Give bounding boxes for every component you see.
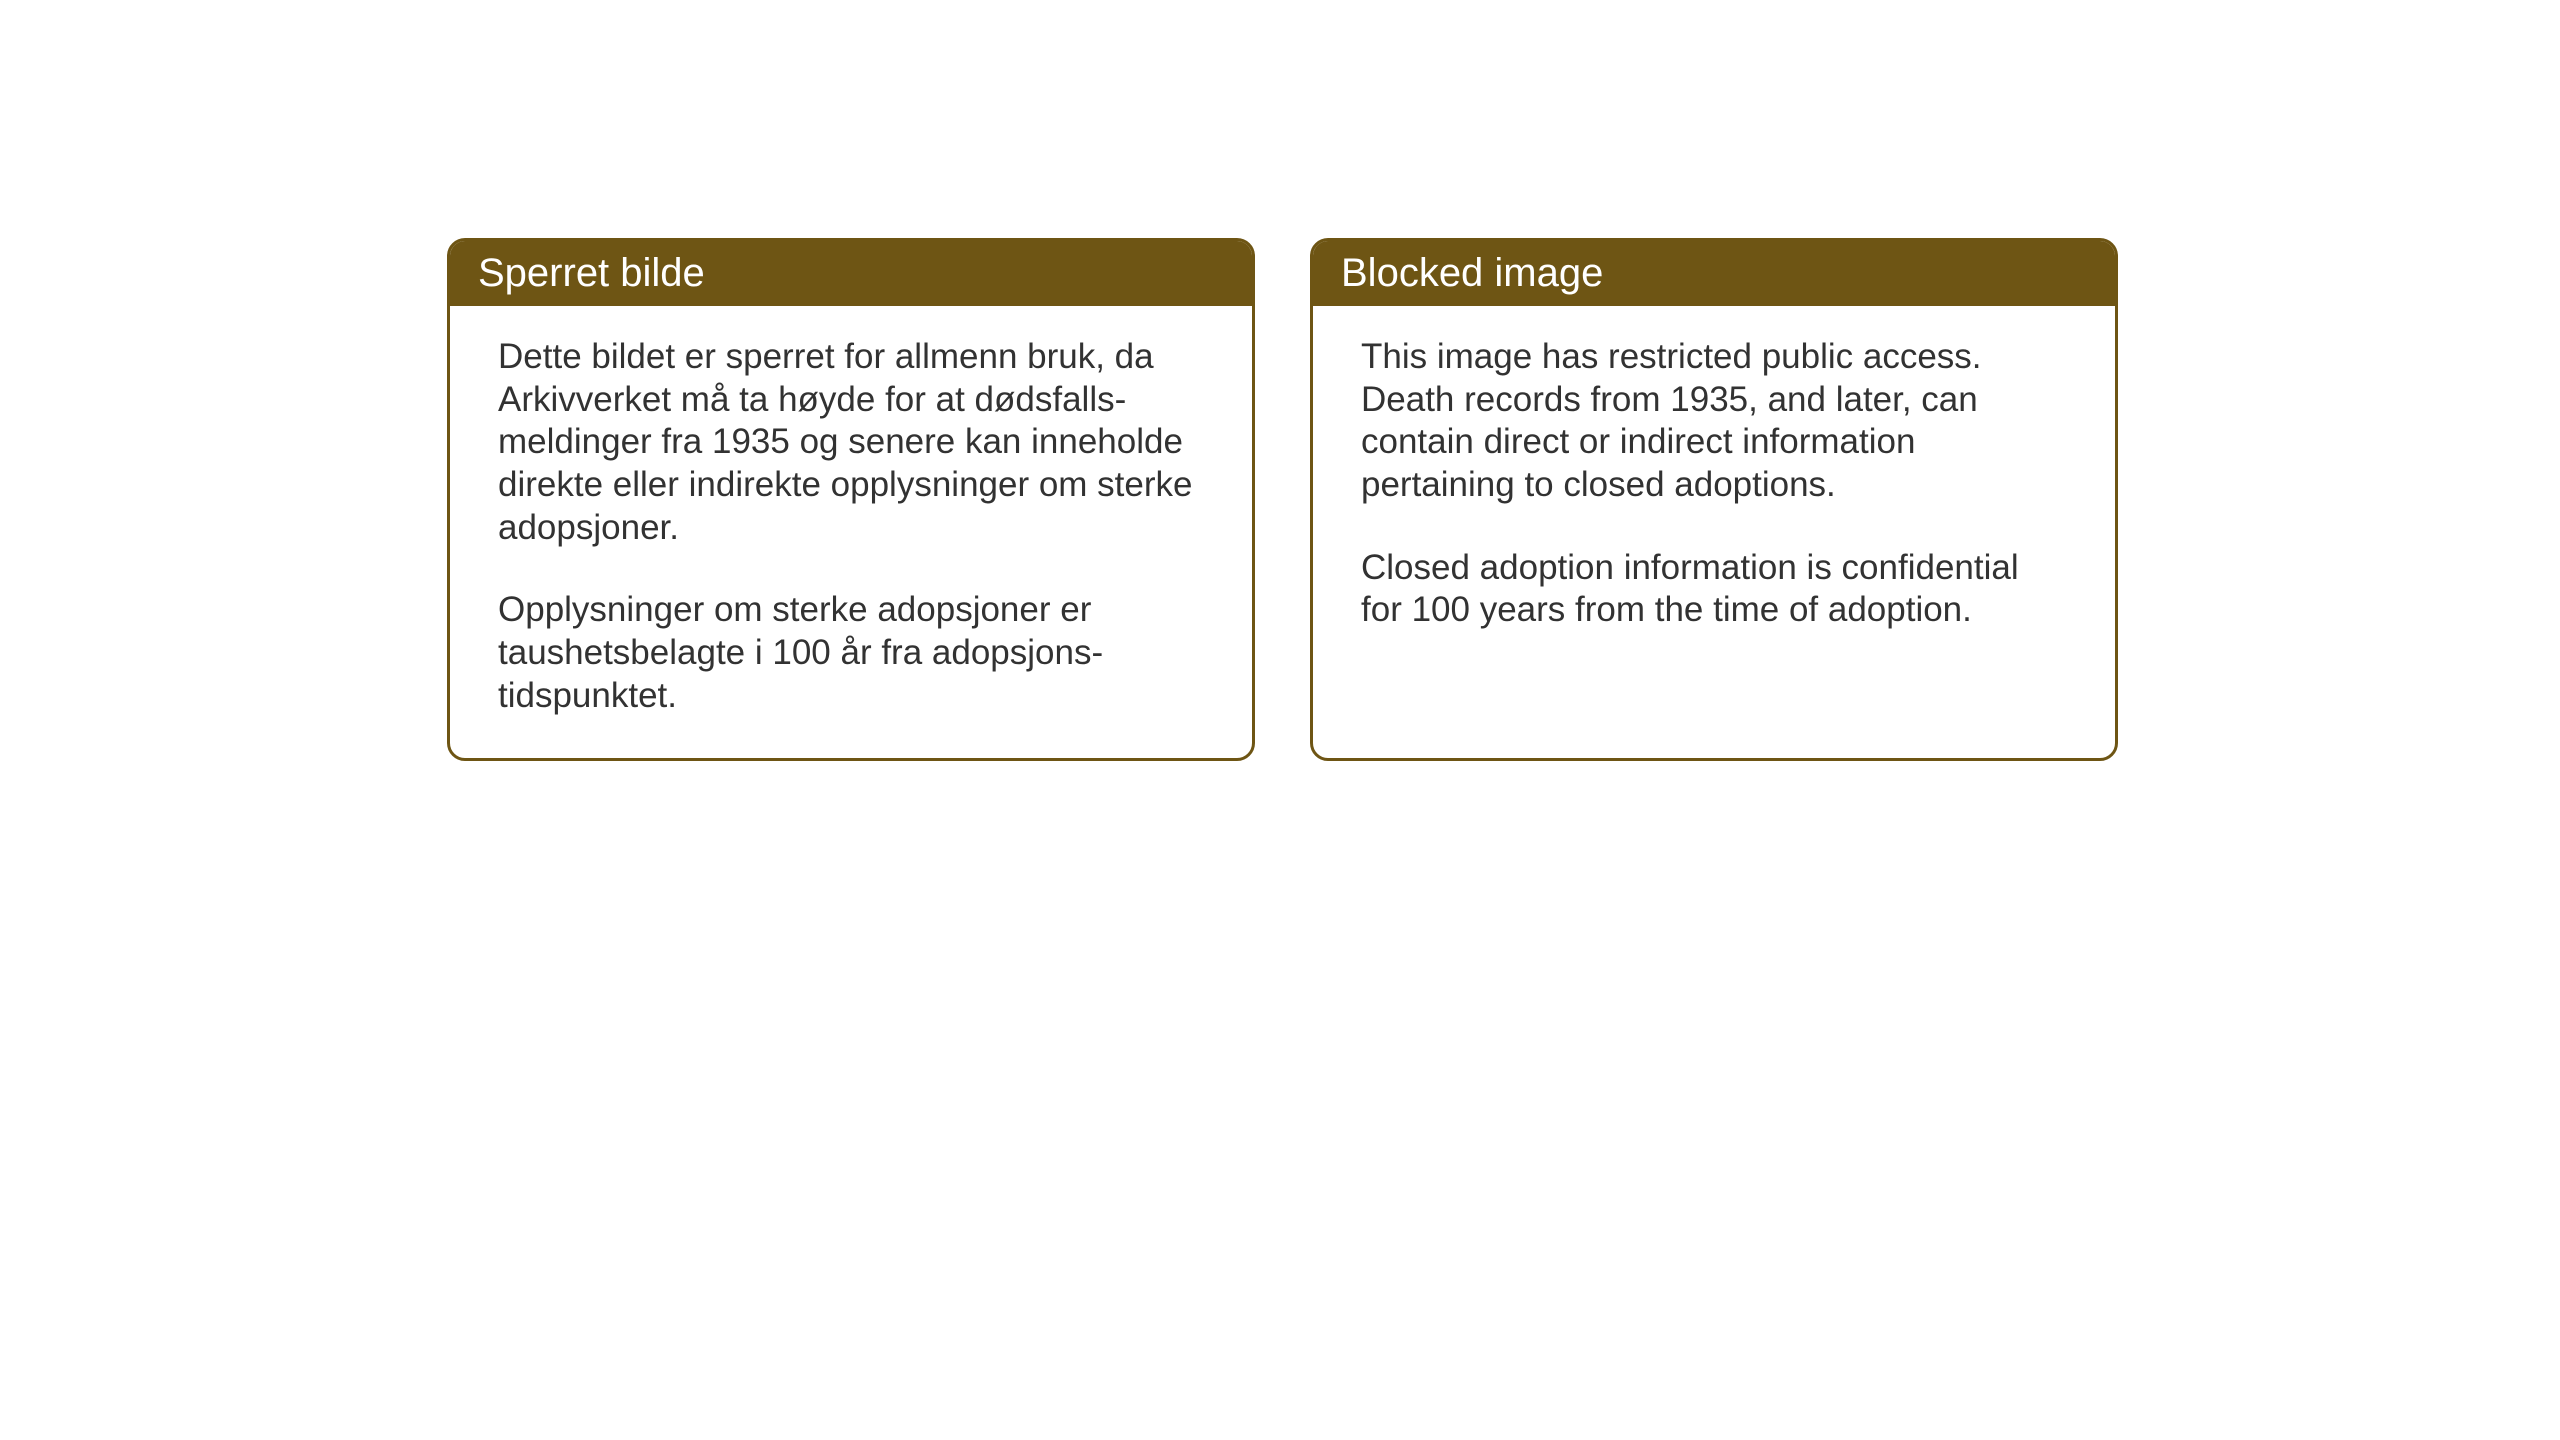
card-header-norwegian: Sperret bilde [450,241,1252,306]
card-paragraph-2: Closed adoption information is confident… [1361,547,2067,632]
card-body-english: This image has restricted public access.… [1313,306,2115,672]
card-body-norwegian: Dette bildet er sperret for allmenn bruk… [450,306,1252,758]
notice-card-english: Blocked image This image has restricted … [1310,238,2118,761]
card-title: Blocked image [1341,251,1603,295]
card-title: Sperret bilde [478,251,705,295]
notice-card-norwegian: Sperret bilde Dette bildet er sperret fo… [447,238,1255,761]
card-paragraph-1: Dette bildet er sperret for allmenn bruk… [498,336,1204,549]
card-header-english: Blocked image [1313,241,2115,306]
card-paragraph-2: Opplysninger om sterke adopsjoner er tau… [498,589,1204,717]
card-paragraph-1: This image has restricted public access.… [1361,336,2067,507]
notice-cards-container: Sperret bilde Dette bildet er sperret fo… [447,238,2118,761]
